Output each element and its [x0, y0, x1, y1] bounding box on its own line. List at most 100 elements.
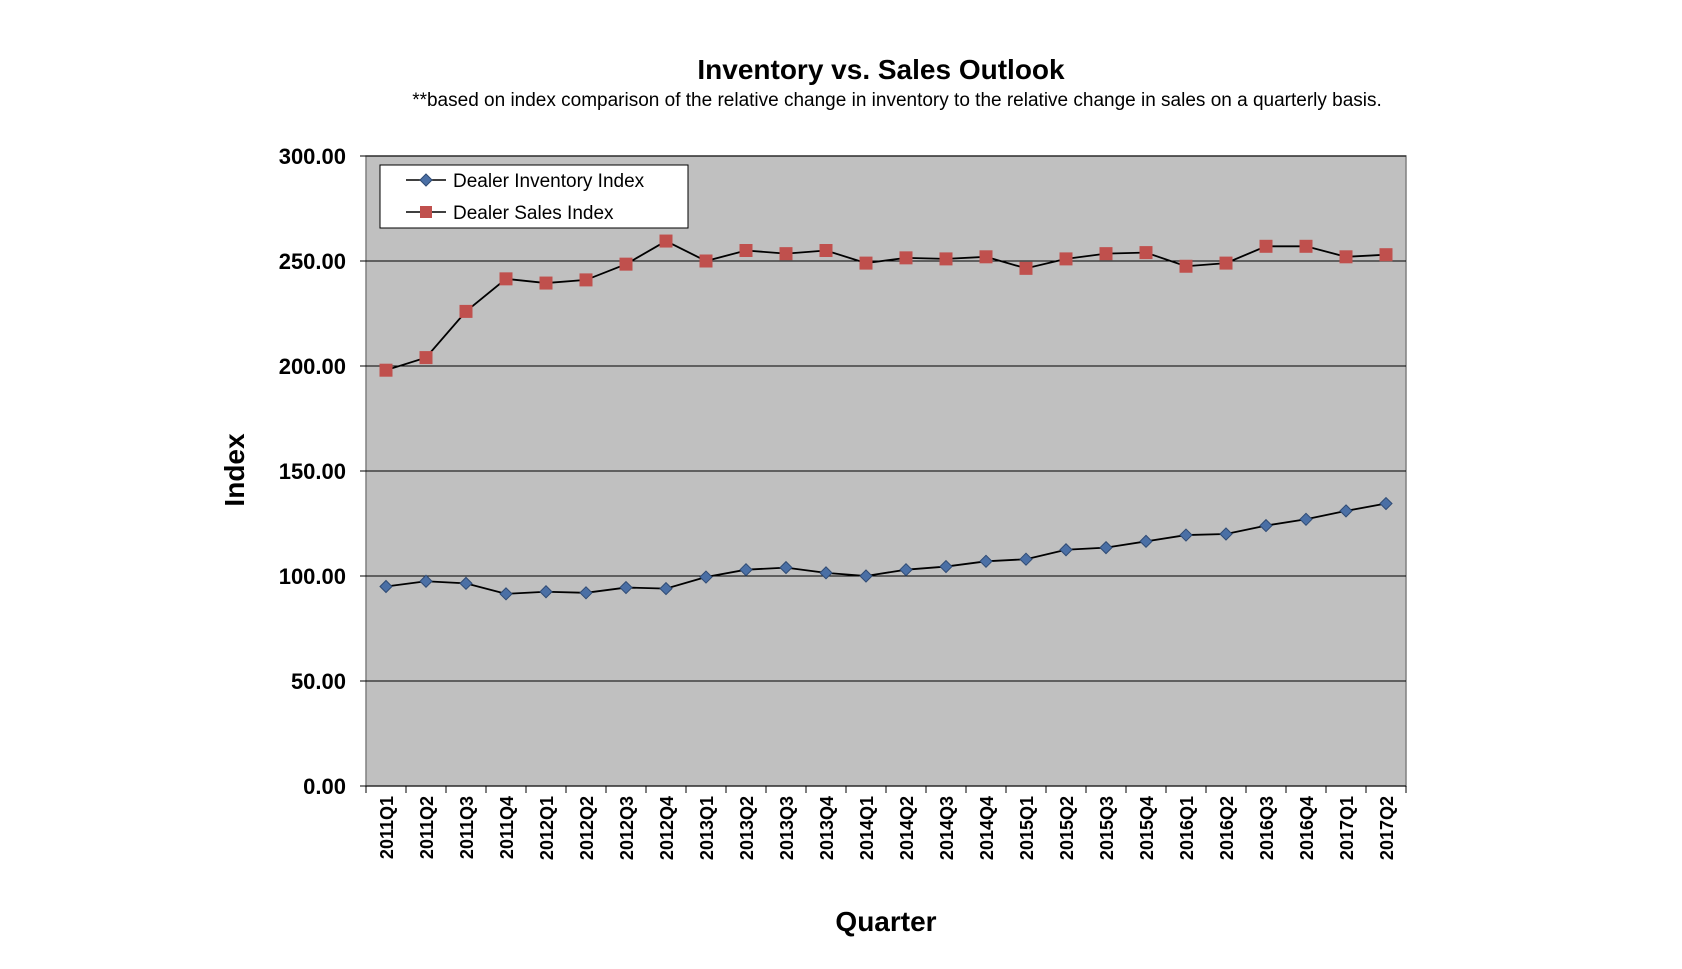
y-tick-label: 150.00: [279, 459, 346, 484]
legend: Dealer Inventory Index Dealer Sales Inde…: [379, 164, 689, 229]
inventory-point: [1339, 504, 1353, 518]
inventory-point: [819, 566, 833, 580]
inventory-point: [539, 585, 553, 599]
legend-label-inventory: Dealer Inventory Index: [453, 171, 645, 192]
sales-point: [659, 234, 673, 248]
x-tick-label: 2016Q1: [1177, 796, 1197, 860]
y-axis-label: Index: [219, 433, 250, 507]
inventory-point: [1379, 496, 1393, 511]
chart-title: Inventory vs. Sales Outlook: [697, 54, 1065, 85]
inventory-point: [1059, 543, 1073, 557]
sales-point: [739, 244, 753, 257]
sales-point: [1219, 256, 1233, 270]
gridlines: [360, 155, 1407, 793]
x-tick-label: 2011Q3: [457, 796, 477, 859]
x-tick-label: 2011Q4: [497, 796, 517, 859]
inventory-point: [459, 576, 473, 591]
y-tick-label: 200.00: [279, 354, 346, 379]
sales-point: [1339, 250, 1353, 264]
x-tick-label: 2014Q2: [897, 796, 917, 860]
x-tick-label: 2012Q1: [537, 796, 557, 860]
sales-point: [899, 251, 913, 265]
x-tick-label: 2017Q2: [1377, 796, 1397, 860]
inventory-point: [1099, 540, 1113, 555]
legend-label-sales: Dealer Sales Index: [453, 203, 614, 224]
x-tick-label: 2015Q4: [1137, 796, 1157, 860]
sales-point: [1059, 252, 1073, 266]
x-tick-label: 2017Q1: [1337, 796, 1357, 860]
x-tick-label: 2013Q2: [737, 796, 757, 860]
x-axis-tick-labels: 2011Q1 2011Q2 2011Q3 2011Q4 2012Q1 2012Q2 2012…: [377, 796, 1397, 860]
legend-marker-sales: [420, 206, 432, 218]
sales-point: [1099, 247, 1113, 261]
sales-point: [539, 276, 553, 290]
inventory-point: [979, 554, 993, 569]
sales-point: [819, 244, 833, 257]
y-tick-label: 50.00: [291, 669, 346, 694]
inventory-point: [659, 581, 673, 596]
chart-subtitle: **based on index comparison of the relat…: [412, 90, 1382, 111]
y-tick-label: 100.00: [279, 564, 346, 589]
inventory-point: [899, 562, 913, 577]
x-tick-label: 2016Q4: [1297, 796, 1317, 860]
sales-point: [1179, 259, 1193, 273]
sales-point: [699, 254, 713, 268]
sales-point: [1259, 239, 1273, 253]
inventory-point: [859, 569, 873, 583]
series-lines: [379, 234, 1393, 601]
inventory-point: [499, 587, 513, 601]
sales-point: [499, 272, 513, 286]
x-tick-label: 2016Q3: [1257, 796, 1277, 860]
sales-point: [779, 247, 793, 261]
inventory-point: [619, 580, 633, 595]
inventory-point: [1179, 528, 1193, 542]
inventory-point: [939, 559, 953, 574]
x-tick-label: 2012Q3: [617, 796, 637, 860]
x-tick-label: 2013Q4: [817, 796, 837, 860]
inventory-point: [1219, 527, 1233, 541]
legend-marker-inventory: [419, 173, 433, 187]
sales-point: [1019, 261, 1033, 275]
inventory-point: [579, 586, 593, 600]
inventory-point: [699, 570, 713, 584]
x-tick-label: 2012Q4: [657, 796, 677, 860]
inventory-point: [419, 574, 433, 588]
x-tick-label: 2013Q3: [777, 796, 797, 860]
x-tick-label: 2011Q1: [377, 796, 397, 859]
sales-point: [1379, 248, 1393, 262]
x-axis-label: Quarter: [835, 906, 936, 937]
sales-point: [1299, 239, 1313, 253]
sales-point: [979, 250, 993, 264]
sales-point: [379, 363, 393, 377]
inventory-point: [779, 560, 793, 575]
x-tick-label: 2014Q1: [857, 796, 877, 860]
series-line-0: [385, 502, 1387, 595]
x-tick-label: 2016Q2: [1217, 796, 1237, 860]
x-tick-label: 2015Q1: [1017, 796, 1037, 860]
sales-point: [939, 252, 953, 266]
inventory-point: [1019, 552, 1033, 566]
x-tick-label: 2013Q1: [697, 796, 717, 860]
inventory-point: [379, 579, 393, 594]
y-tick-label: 250.00: [279, 249, 346, 274]
inventory-point: [739, 562, 753, 577]
sales-point: [459, 304, 473, 318]
y-axis-tick-labels: 0.00 50.00 100.00 150.00 200.00 250.00 300.00: [279, 144, 346, 799]
sales-point: [1139, 246, 1153, 260]
x-tick-label: 2012Q2: [577, 796, 597, 860]
x-tick-label: 2014Q4: [977, 796, 997, 860]
sales-point: [619, 257, 633, 271]
y-tick-label: 300.00: [279, 144, 346, 169]
x-tick-label: 2011Q2: [417, 796, 437, 859]
sales-point: [579, 273, 593, 287]
x-tick-label: 2015Q3: [1097, 796, 1117, 860]
inventory-point: [1259, 518, 1273, 533]
inventory-point: [1139, 534, 1153, 549]
series-line-1: [385, 240, 1387, 372]
sales-point: [419, 351, 433, 365]
x-tick-label: 2014Q3: [937, 796, 957, 860]
sales-point: [859, 256, 873, 270]
inventory-point: [1299, 512, 1313, 527]
x-tick-label: 2015Q2: [1057, 796, 1077, 860]
